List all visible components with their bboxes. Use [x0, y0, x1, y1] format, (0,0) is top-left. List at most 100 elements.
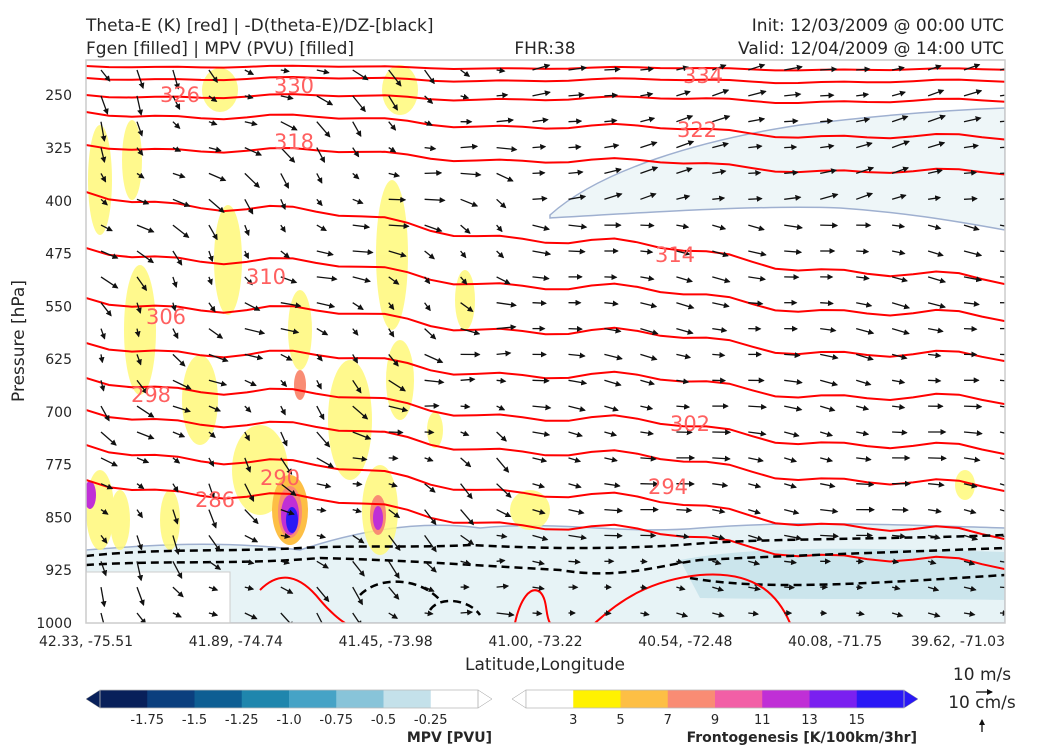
wind-arrow — [640, 353, 658, 361]
wind-arrow — [891, 140, 910, 149]
wind-arrow — [172, 250, 183, 266]
wind-arrow — [496, 533, 508, 540]
wind-key-vertical: 10 cm/s — [948, 693, 1016, 713]
wind-arrow — [244, 69, 255, 75]
wind-arrow — [208, 353, 229, 363]
wind-arrow — [604, 300, 619, 307]
colorbar-segment — [620, 690, 669, 708]
wind-arrow — [784, 508, 800, 515]
wind-arrow — [352, 172, 360, 180]
wind-arrow — [604, 143, 620, 150]
wind-arrow — [927, 276, 947, 284]
wind-arrow — [820, 192, 839, 200]
colorbar-tick-label: 15 — [848, 713, 865, 728]
wind-arrow — [208, 457, 215, 467]
wind-arrow — [388, 196, 407, 203]
wind-arrow — [172, 95, 181, 110]
wind-arrow — [100, 276, 119, 289]
wind-arrow — [640, 66, 655, 73]
wind-arrow — [316, 586, 330, 603]
wind-arrow — [388, 353, 399, 367]
wind-arrow — [244, 353, 264, 361]
wind-arrow — [856, 610, 865, 617]
wind-arrow — [676, 403, 691, 410]
wind-arrow — [244, 198, 254, 215]
wind-arrow — [352, 302, 364, 310]
theta-e-contour-322 — [86, 111, 1005, 141]
wind-arrow — [244, 457, 252, 473]
colorbar-segment — [430, 690, 479, 708]
wind-arrow — [999, 534, 1005, 538]
wind-arrow — [388, 560, 400, 579]
wind-arrow — [244, 534, 259, 543]
wind-arrow — [784, 431, 800, 438]
wind-arrow — [136, 535, 143, 551]
wind-arrow — [999, 94, 1005, 97]
wind-arrow — [244, 276, 253, 286]
wind-arrow — [820, 379, 839, 387]
wind-key-horizontal: 10 m/s — [953, 665, 1011, 685]
wind-arrow — [604, 405, 619, 412]
wind-arrow — [208, 119, 218, 126]
wind-arrow — [856, 405, 870, 411]
wind-arrow — [856, 584, 864, 591]
wind-arrow — [856, 141, 873, 149]
wind-arrow — [748, 63, 766, 71]
init-time: Init: 12/03/2009 @ 00:00 UTC — [752, 16, 1004, 36]
theta-e-contour-298 — [86, 377, 1005, 456]
wind-arrow — [999, 250, 1005, 253]
wind-arrow — [748, 430, 767, 437]
wind-vectors — [98, 63, 1005, 623]
wind-arrow — [640, 166, 659, 175]
wind-arrow — [280, 508, 295, 516]
wind-arrow — [352, 249, 374, 256]
wind-arrow — [640, 379, 655, 386]
wind-arrow — [388, 481, 398, 488]
wind-arrow — [856, 66, 871, 73]
wind-arrow — [820, 66, 838, 73]
wind-arrow — [999, 276, 1005, 278]
wind-arrow — [280, 405, 286, 416]
y-tick-label: 850 — [45, 510, 72, 526]
wind-arrow — [820, 533, 839, 540]
contour-label-314: 314 — [655, 243, 695, 267]
wind-arrow — [712, 586, 725, 592]
wind-arrow — [99, 380, 106, 392]
wind-arrow — [820, 405, 836, 412]
contour-label-310: 310 — [246, 265, 286, 289]
contour-label-318: 318 — [274, 130, 314, 154]
wind-arrow — [460, 483, 473, 500]
wind-arrow — [280, 276, 298, 284]
wind-arrow — [496, 92, 509, 99]
wind-arrow — [999, 405, 1005, 408]
wind-arrow — [172, 224, 190, 239]
wind-arrow — [999, 483, 1005, 486]
wind-arrow — [100, 561, 108, 577]
wind-arrow — [244, 483, 255, 502]
y-tick-label: 925 — [45, 563, 72, 579]
wind-arrow — [136, 147, 144, 156]
wind-arrow — [712, 559, 722, 566]
wind-arrow — [244, 172, 260, 188]
colorbar-tick-label: -1.25 — [225, 713, 259, 728]
wind-arrow — [280, 559, 291, 566]
wind-arrow — [460, 250, 467, 259]
wind-arrow — [424, 302, 431, 312]
wind-arrow — [208, 535, 221, 552]
wind-arrow — [496, 172, 514, 182]
wind-arrow — [244, 327, 266, 336]
wind-arrow — [460, 403, 471, 410]
wind-arrow — [136, 405, 155, 418]
wind-arrow — [784, 352, 801, 359]
wind-arrow — [928, 195, 942, 202]
wind-arrow — [568, 223, 588, 230]
wind-arrow — [532, 508, 546, 515]
wind-arrow — [963, 195, 978, 202]
wind-arrow — [640, 116, 656, 123]
wind-arrow — [460, 509, 475, 526]
wind-arrow — [388, 223, 410, 229]
wind-arrow — [604, 66, 621, 73]
wind-arrow — [388, 276, 400, 285]
wind-arrow — [784, 457, 798, 463]
